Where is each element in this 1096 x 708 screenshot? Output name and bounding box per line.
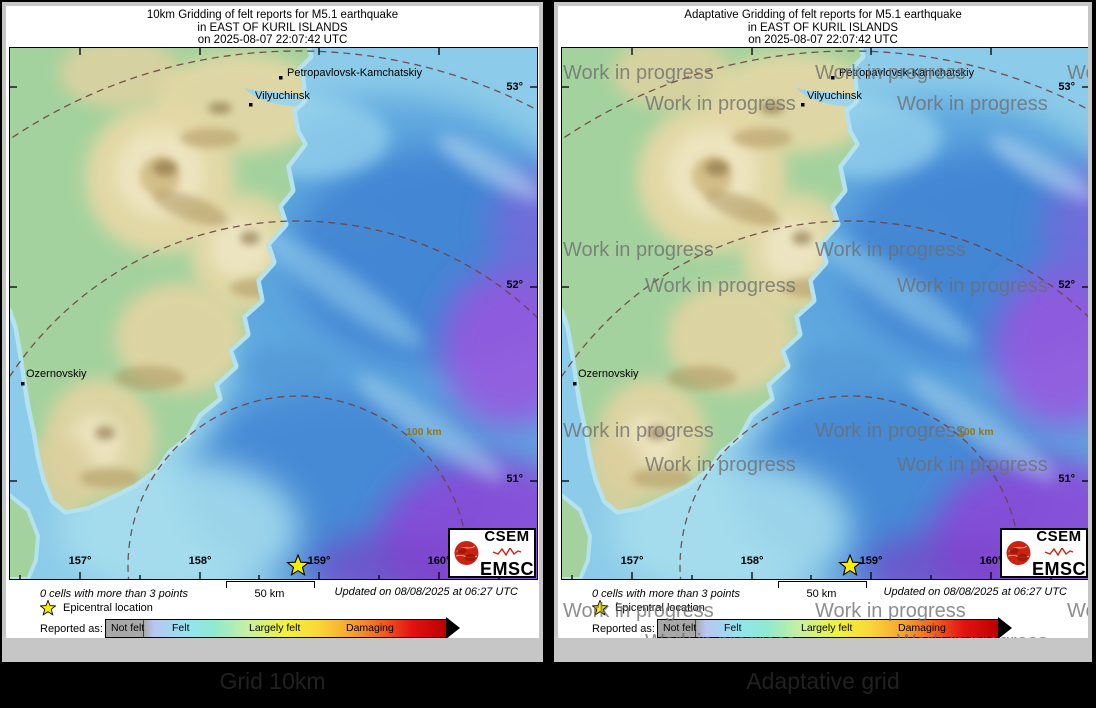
csem-emsc-logo: CSEM EMSC [1000, 528, 1088, 578]
intensity-label-not-felt: Not felt [111, 622, 145, 634]
lat-label-51: 51° [506, 473, 523, 485]
epicenter-legend-row: Epicentral location [592, 600, 705, 616]
colorbar-divider [143, 620, 145, 637]
title-line-3: on 2025-08-07 22:07:42 UTC [197, 34, 348, 46]
scale-bar [778, 581, 867, 588]
epicenter-legend-star-icon [592, 600, 608, 616]
intensity-colorbar: Not felt Felt Largely felt Damaging [105, 617, 460, 638]
scale-bar [226, 581, 315, 588]
city-label-ozernovskiy: Ozernovskiy [578, 368, 639, 380]
legend-bar: 0 cells with more than 3 points 50 km Up… [6, 580, 539, 638]
cells-count-note: 0 cells with more than 3 points [592, 588, 740, 600]
map-title: 10km Gridding of felt reports for M5.1 e… [6, 9, 539, 47]
intensity-label-largely-felt: Largely felt [801, 622, 853, 634]
city-label-petropavlovsk: Petropavlovsk-Kamchatskiy [839, 67, 975, 79]
intensity-label-felt: Felt [724, 622, 742, 634]
panel-grid-10km: 10km Gridding of felt reports for M5.1 e… [2, 2, 543, 662]
epicenter-legend-star-icon [40, 600, 56, 616]
globe-icon [1006, 541, 1031, 565]
lon-label-157: 157° [68, 555, 92, 567]
epicenter-legend-label: Epicentral location [615, 602, 705, 614]
epicenter-legend-label: Epicentral location [63, 602, 153, 614]
lon-label-159: 159° [307, 555, 331, 567]
city-label-vilyuchinsk: Vilyuchinsk [255, 90, 310, 102]
logo-emsc-label: EMSC [1031, 558, 1086, 579]
lon-label-159: 159° [859, 555, 883, 567]
scale-bar-label: 50 km [806, 588, 837, 600]
title-line-2: in EAST OF KURIL ISLANDS [747, 21, 899, 34]
intensity-colorbar: Not felt Felt Largely felt Damaging [657, 617, 1012, 638]
epicenter-legend-row: Epicentral location [40, 600, 153, 616]
lon-label-157: 157° [620, 555, 644, 567]
lat-label-53: 53° [1058, 81, 1075, 93]
distance-ring-label: 100 km [406, 426, 442, 438]
seismogram-icon [1044, 546, 1074, 556]
map-canvas: Petropavlovsk-Kamchatskiy Vilyuchinsk Oz… [561, 47, 1088, 580]
lat-label-51: 51° [1058, 473, 1075, 485]
city-label-ozernovskiy: Ozernovskiy [26, 368, 87, 380]
reported-as-label: Reported as: [40, 623, 103, 635]
terrain-map-image [10, 48, 537, 579]
reported-as-label: Reported as: [592, 623, 655, 635]
updated-timestamp: Updated on 08/08/2025 at 06:27 UTC [334, 586, 518, 598]
epicenter-star-icon [286, 553, 310, 577]
panel-caption-grid-10km: Grid 10km [219, 668, 326, 694]
terrain-map-image [562, 48, 1088, 579]
scale-bar-label: 50 km [254, 588, 285, 600]
lon-label-160: 160° [979, 555, 1003, 567]
lat-label-53: 53° [506, 81, 523, 93]
city-label-vilyuchinsk: Vilyuchinsk [807, 90, 862, 102]
lat-label-52: 52° [1058, 279, 1075, 291]
colorbar-arrow-icon [998, 617, 1012, 638]
logo-csem-label: CSEM [1036, 527, 1082, 545]
title-line-3: on 2025-08-07 22:07:42 UTC [748, 34, 898, 46]
csem-emsc-logo: CSEM EMSC [448, 528, 536, 578]
panel-adaptative-grid: Adaptative Gridding of felt reports for … [554, 2, 1092, 662]
panel-caption-adaptative: Adaptative grid [746, 668, 900, 694]
lat-label-52: 52° [506, 279, 523, 291]
updated-timestamp: Updated on 08/08/2025 at 06:27 UTC [883, 586, 1067, 598]
colorbar-arrow-icon [446, 617, 460, 638]
map-title: Adaptative Gridding of felt reports for … [558, 9, 1088, 47]
globe-icon [454, 541, 479, 565]
lon-label-160: 160° [427, 555, 451, 567]
seismogram-icon [492, 546, 522, 556]
panel-adaptative-grid-inner: Adaptative Gridding of felt reports for … [558, 6, 1088, 638]
colorbar-divider [695, 620, 697, 637]
legend-bar: 0 cells with more than 3 points 50 km Up… [558, 580, 1088, 638]
title-line-2: in EAST OF KURIL ISLANDS [197, 21, 348, 34]
lon-label-158: 158° [740, 555, 764, 567]
map-canvas: Petropavlovsk-Kamchatskiy Vilyuchinsk Oz… [9, 47, 538, 580]
epicenter-star-icon [838, 553, 862, 577]
cells-count-note: 0 cells with more than 3 points [40, 588, 188, 600]
intensity-label-felt: Felt [172, 622, 190, 634]
city-label-petropavlovsk: Petropavlovsk-Kamchatskiy [287, 67, 423, 79]
logo-emsc-label: EMSC [479, 558, 534, 579]
intensity-label-largely-felt: Largely felt [249, 622, 301, 634]
distance-ring-label: 100 km [958, 426, 994, 438]
intensity-label-damaging: Damaging [898, 622, 946, 634]
lon-label-158: 158° [188, 555, 212, 567]
logo-csem-label: CSEM [484, 527, 530, 545]
title-line-1: 10km Gridding of felt reports for M5.1 e… [146, 9, 399, 21]
intensity-label-damaging: Damaging [346, 622, 394, 634]
panel-grid-10km-inner: 10km Gridding of felt reports for M5.1 e… [6, 6, 539, 638]
title-line-1: Adaptative Gridding of felt reports for … [684, 9, 962, 21]
intensity-label-not-felt: Not felt [663, 622, 697, 634]
